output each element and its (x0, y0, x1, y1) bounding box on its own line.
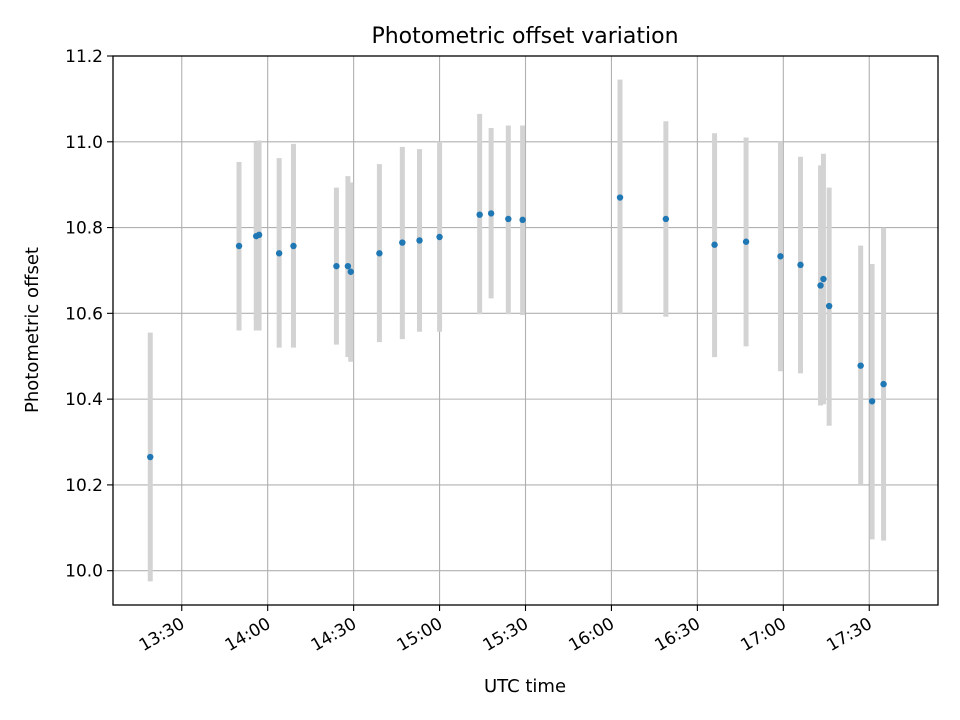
data-point (399, 239, 406, 246)
y-tick-label: 10.0 (65, 562, 103, 582)
y-tick-label: 11.2 (65, 47, 103, 67)
y-tick-label: 10.2 (65, 476, 103, 496)
data-points (147, 194, 887, 461)
data-point (347, 268, 354, 275)
data-point (820, 275, 827, 283)
data-point (376, 250, 383, 257)
data-point (616, 194, 624, 201)
x-axis-label: UTC time (484, 676, 566, 697)
data-point (275, 250, 283, 257)
data-point (817, 282, 824, 289)
data-point (868, 398, 876, 405)
data-point (290, 242, 297, 250)
y-axis-ticks: 10.0 10.2 10.4 10.6 10.8 11.0 11.2 (65, 47, 113, 582)
data-point (344, 262, 352, 270)
data-point (711, 241, 718, 248)
y-tick-label: 10.8 (65, 219, 103, 239)
data-point (436, 233, 443, 241)
data-point (777, 253, 784, 260)
data-point (476, 211, 483, 218)
data-point (742, 238, 750, 245)
data-point (416, 237, 423, 244)
y-tick-label: 11.0 (65, 133, 103, 153)
data-point (235, 242, 243, 250)
data-point (333, 262, 340, 270)
data-point (519, 216, 526, 224)
data-point (487, 210, 495, 217)
data-point (825, 302, 833, 310)
y-axis-label: Photometric offset (22, 247, 43, 413)
data-point (880, 380, 887, 388)
data-point (662, 215, 670, 223)
data-point (255, 231, 263, 239)
chart-title: Photometric offset variation (371, 24, 678, 49)
data-point (147, 453, 154, 461)
data-point (797, 261, 804, 269)
plot-frame (112, 55, 939, 606)
data-point (857, 362, 864, 369)
y-tick-label: 10.6 (65, 304, 103, 324)
data-point (505, 215, 512, 223)
y-tick-label: 10.4 (65, 390, 103, 410)
